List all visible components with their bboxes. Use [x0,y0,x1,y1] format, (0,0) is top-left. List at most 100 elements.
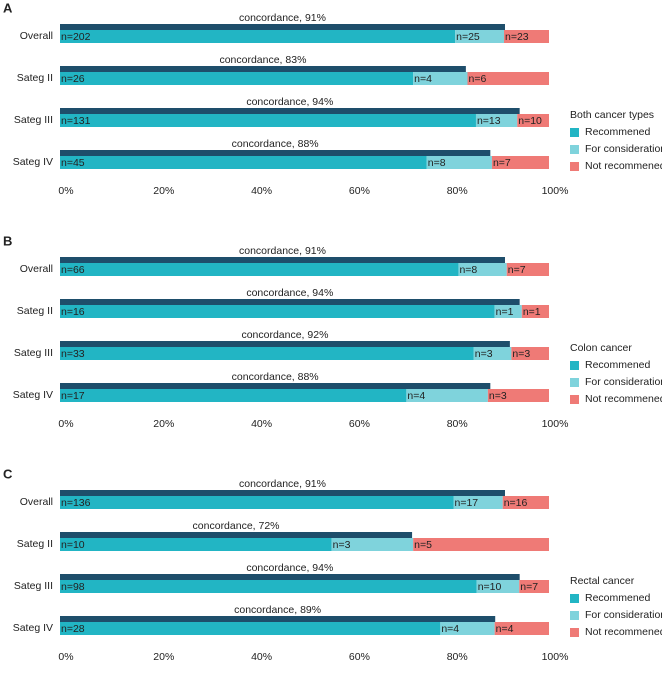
concordance-bar [60,150,491,156]
bar-segment [502,496,549,509]
concordance-bar [60,490,505,496]
data-label: n=4 [414,73,432,85]
bar-segment [517,114,549,127]
bar-segment [60,30,456,43]
x-tick-label: 40% [251,418,272,430]
x-tick-label: 100% [542,418,569,430]
legend-label: For consideration [585,609,662,621]
panel-label: C [3,466,13,481]
concordance-bar [60,574,520,580]
concordance-bar [60,532,413,538]
data-label: n=25 [456,31,480,43]
concordance-label: concordance, 89% [234,604,321,616]
concordance-label: concordance, 94% [246,562,333,574]
category-label: Sateg IV [13,622,53,634]
concordance-bar [60,257,505,263]
concordance-bar [60,66,466,72]
legend-swatch [570,145,579,154]
legend-swatch [570,361,579,370]
x-tick-label: 0% [58,651,73,663]
category-label: Overall [20,30,53,42]
data-label: n=7 [520,581,538,593]
data-label: n=131 [61,115,91,127]
panel-label: B [3,233,12,248]
data-label: n=23 [505,31,529,43]
bar-segment [519,580,549,593]
legend-swatch [570,594,579,603]
category-label: Overall [20,496,53,508]
bar-segment [473,347,512,360]
category-label: Sateg II [17,72,53,84]
bar-segment [60,156,427,169]
category-label: Sateg II [17,305,53,317]
bar-segment [331,538,414,551]
bar-segment [60,496,454,509]
x-tick-label: 80% [447,418,468,430]
bar-segment [60,114,476,127]
category-label: Sateg III [14,347,53,359]
concordance-bar [60,299,520,305]
concordance-label: concordance, 91% [239,12,326,24]
concordance-label: concordance, 72% [193,520,280,532]
concordance-bar [60,24,505,30]
data-label: n=10 [61,539,85,551]
legend-label: Recommened [585,126,651,138]
legend-title: Colon cancer [570,342,632,354]
bar-segment [453,496,503,509]
concordance-bar [60,383,491,389]
category-label: Sateg IV [13,156,53,168]
bar-segment [413,538,549,551]
legend-swatch [570,628,579,637]
category-label: Sateg II [17,538,53,550]
data-label: n=3 [475,348,493,360]
bar-segment [494,622,549,635]
bar-segment [487,389,549,402]
concordance-bar [60,616,496,622]
bar-segment [60,347,474,360]
concordance-bar [60,108,520,114]
bar-segment [511,347,549,360]
bar-segment [440,622,495,635]
legend-swatch [570,395,579,404]
x-tick-label: 80% [447,651,468,663]
legend-label: Not recommened [585,393,662,405]
bar-segment [60,305,495,318]
category-label: Sateg III [14,114,53,126]
panel-label: A [3,0,13,15]
x-tick-label: 40% [251,185,272,197]
legend-swatch [570,378,579,387]
x-tick-label: 0% [58,185,73,197]
data-label: n=17 [61,390,85,402]
x-tick-label: 20% [153,418,174,430]
bar-segment [60,72,414,85]
legend-label: Not recommened [585,160,662,172]
data-label: n=136 [61,497,91,509]
bar-segment [60,622,441,635]
bar-segment [494,305,522,318]
data-label: n=98 [61,581,85,593]
data-label: n=10 [478,581,502,593]
data-label: n=28 [61,623,85,635]
data-label: n=1 [496,306,514,318]
x-tick-label: 0% [58,418,73,430]
concordance-label: concordance, 92% [241,329,328,341]
bar-segment [455,30,505,43]
bar-segment [506,263,549,276]
x-tick-label: 60% [349,185,370,197]
concordance-label: concordance, 88% [232,138,319,150]
x-tick-label: 100% [542,185,569,197]
concordance-label: concordance, 94% [246,287,333,299]
concordance-label: concordance, 91% [239,478,326,490]
concordance-label: concordance, 83% [219,54,306,66]
category-label: Sateg III [14,580,53,592]
concordance-label: concordance, 91% [239,245,326,257]
bar-segment [475,114,518,127]
data-label: n=3 [333,539,351,551]
data-label: n=17 [455,497,479,509]
data-label: n=8 [459,264,477,276]
legend-swatch [570,162,579,171]
data-label: n=7 [508,264,526,276]
legend-label: For consideration [585,376,662,388]
data-label: n=6 [469,73,487,85]
